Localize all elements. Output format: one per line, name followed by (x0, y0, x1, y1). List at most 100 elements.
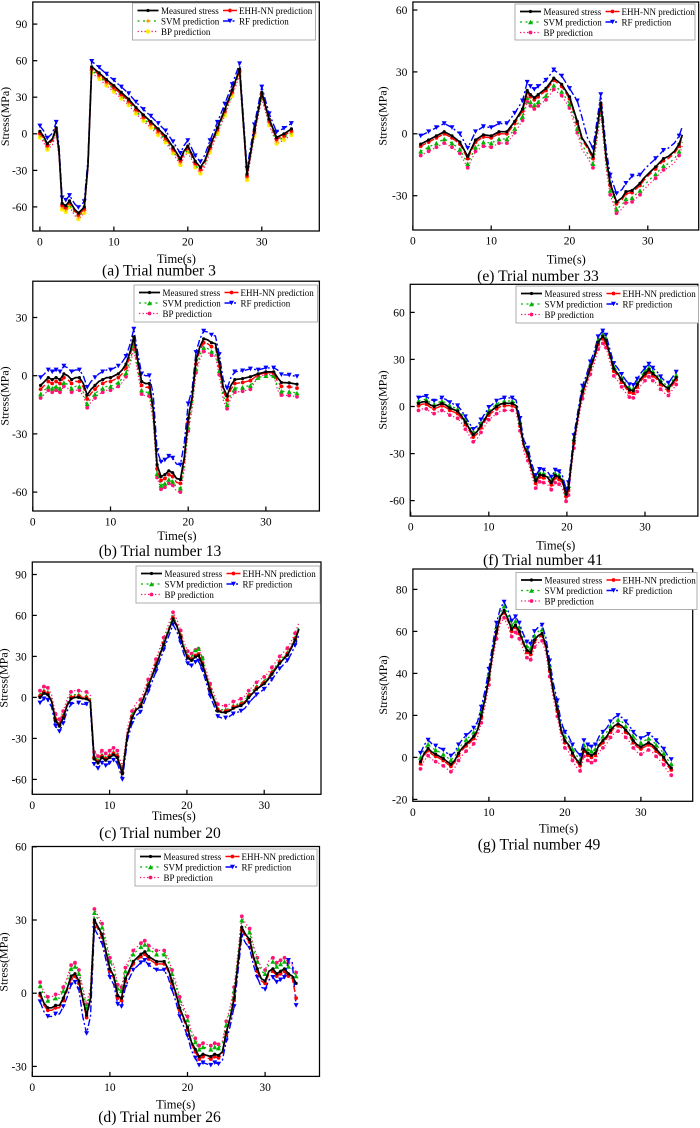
svg-text:SVM prediction: SVM prediction (544, 17, 603, 27)
svg-text:(e) Trial number 33: (e) Trial number 33 (477, 268, 599, 285)
svg-text:RF prediction: RF prediction (243, 579, 293, 589)
svg-text:BP prediction: BP prediction (165, 590, 215, 600)
svg-text:-30: -30 (12, 429, 28, 441)
svg-text:Time(s): Time(s) (157, 529, 196, 543)
svg-text:90: 90 (16, 19, 28, 31)
svg-text:(b) Trial number 13: (b) Trial number 13 (99, 543, 222, 560)
svg-text:RF prediction: RF prediction (242, 862, 292, 872)
svg-text:Stress(MPa): Stress(MPa) (376, 86, 390, 145)
svg-text:EHH-NN prediction: EHH-NN prediction (241, 288, 315, 298)
svg-text:0: 0 (21, 692, 27, 704)
svg-text:10: 10 (104, 1082, 116, 1094)
svg-text:10: 10 (108, 237, 120, 249)
svg-text:RF prediction: RF prediction (623, 586, 673, 596)
svg-text:-60: -60 (11, 774, 27, 786)
svg-text:SVM prediction: SVM prediction (545, 299, 604, 309)
svg-text:20: 20 (182, 517, 194, 529)
svg-text:20: 20 (396, 710, 408, 722)
svg-text:60: 60 (16, 56, 28, 68)
svg-text:RF prediction: RF prediction (241, 298, 291, 308)
svg-text:10: 10 (483, 522, 495, 534)
svg-text:SVM prediction: SVM prediction (165, 579, 224, 589)
svg-text:(g) Trial number 49: (g) Trial number 49 (478, 837, 601, 854)
svg-text:20: 20 (181, 800, 193, 812)
svg-text:0: 0 (37, 237, 43, 249)
svg-text:BP prediction: BP prediction (545, 596, 595, 606)
svg-text:20: 20 (561, 522, 573, 534)
svg-text:BP prediction: BP prediction (164, 873, 214, 883)
svg-text:60: 60 (15, 842, 27, 854)
svg-text:30: 30 (393, 354, 405, 366)
svg-text:60: 60 (396, 626, 408, 638)
svg-text:-30: -30 (11, 733, 27, 745)
svg-text:Time(s): Time(s) (536, 539, 575, 553)
svg-text:30: 30 (256, 237, 268, 249)
svg-text:Stress(MPa): Stress(MPa) (0, 366, 12, 425)
svg-text:Measured stress: Measured stress (545, 289, 603, 299)
svg-text:SVM prediction: SVM prediction (164, 862, 223, 872)
svg-text:EHH-NN prediction: EHH-NN prediction (622, 7, 696, 17)
svg-text:EHH-NN prediction: EHH-NN prediction (623, 575, 697, 585)
svg-text:30: 30 (15, 915, 27, 927)
svg-text:0: 0 (410, 236, 416, 248)
svg-text:Measured stress: Measured stress (165, 569, 223, 579)
svg-text:Measured stress: Measured stress (164, 852, 222, 862)
svg-text:30: 30 (16, 92, 28, 104)
svg-text:0: 0 (402, 752, 408, 764)
svg-text:80: 80 (396, 584, 408, 596)
svg-text:Stress(MPa): Stress(MPa) (0, 87, 12, 146)
svg-text:Stress(MPa): Stress(MPa) (0, 648, 11, 707)
svg-text:0: 0 (29, 800, 35, 812)
svg-text:RF prediction: RF prediction (623, 299, 673, 309)
svg-text:BP prediction: BP prediction (161, 27, 211, 37)
svg-text:Time(s): Time(s) (156, 1098, 195, 1112)
svg-text:0: 0 (399, 401, 405, 413)
svg-text:30: 30 (639, 522, 651, 534)
svg-text:0: 0 (410, 807, 416, 819)
svg-text:BP prediction: BP prediction (545, 310, 595, 320)
svg-text:Measured stress: Measured stress (163, 288, 221, 298)
svg-text:60: 60 (393, 307, 405, 319)
svg-text:Time(s): Time(s) (547, 253, 586, 267)
svg-text:RF prediction: RF prediction (239, 16, 289, 26)
svg-text:EHH-NN prediction: EHH-NN prediction (243, 569, 317, 579)
svg-text:90: 90 (15, 569, 27, 581)
svg-text:Measured stress: Measured stress (161, 6, 219, 16)
svg-text:EHH-NN prediction: EHH-NN prediction (623, 289, 697, 299)
svg-text:Time(s): Time(s) (157, 252, 196, 266)
svg-text:-30: -30 (11, 1061, 27, 1073)
svg-text:20: 20 (182, 1082, 194, 1094)
svg-text:60: 60 (396, 5, 408, 17)
svg-text:-30: -30 (389, 449, 405, 461)
svg-text:30: 30 (260, 517, 272, 529)
svg-text:(c) Trial number 20: (c) Trial number 20 (99, 825, 221, 842)
svg-text:BP prediction: BP prediction (544, 28, 594, 38)
svg-text:EHH-NN prediction: EHH-NN prediction (239, 6, 313, 16)
svg-text:0: 0 (402, 129, 408, 141)
svg-text:10: 10 (483, 807, 495, 819)
svg-text:Measured stress: Measured stress (545, 575, 603, 585)
svg-text:30: 30 (259, 1082, 271, 1094)
svg-text:(f) Trial number 41: (f) Trial number 41 (483, 552, 603, 569)
svg-text:Stress(MPa): Stress(MPa) (0, 932, 11, 991)
svg-text:0: 0 (22, 371, 28, 383)
svg-text:-60: -60 (12, 487, 28, 499)
svg-text:RF prediction: RF prediction (622, 17, 672, 27)
svg-text:40: 40 (396, 668, 408, 680)
svg-text:SVM prediction: SVM prediction (545, 586, 604, 596)
svg-text:10: 10 (104, 800, 116, 812)
svg-text:Times(s): Times(s) (152, 809, 196, 823)
svg-text:SVM prediction: SVM prediction (163, 298, 222, 308)
svg-text:SVM prediction: SVM prediction (161, 16, 220, 26)
svg-text:(d) Trial number 26: (d) Trial number 26 (98, 1109, 221, 1126)
svg-text:BP prediction: BP prediction (163, 309, 213, 319)
svg-text:0: 0 (408, 522, 414, 534)
svg-text:-20: -20 (392, 794, 408, 806)
svg-text:30: 30 (642, 236, 654, 248)
svg-text:EHH-NN prediction: EHH-NN prediction (242, 852, 316, 862)
svg-text:-30: -30 (12, 165, 28, 177)
svg-text:Measured stress: Measured stress (544, 7, 602, 17)
svg-text:30: 30 (15, 651, 27, 663)
svg-text:60: 60 (15, 610, 27, 622)
svg-text:-60: -60 (12, 202, 28, 214)
